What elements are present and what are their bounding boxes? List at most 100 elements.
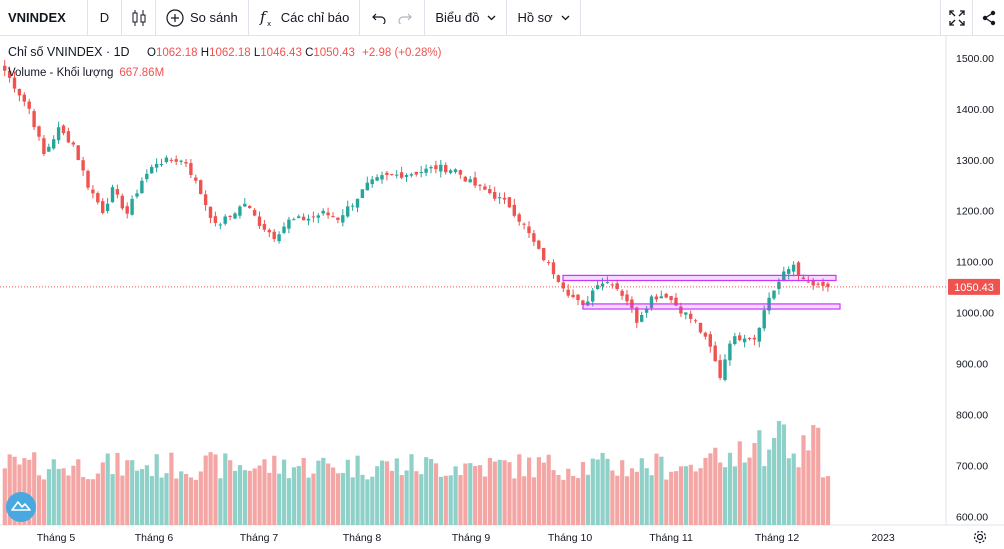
chart-menu-button[interactable]: Biểu đồ bbox=[425, 0, 508, 36]
time-tick-label: Tháng 6 bbox=[135, 532, 174, 544]
undo-icon[interactable] bbox=[372, 12, 386, 24]
candle-body bbox=[101, 201, 105, 214]
price-tick-label: 1100.00 bbox=[956, 257, 993, 269]
volume-bar bbox=[228, 460, 233, 525]
volume-bar bbox=[566, 468, 571, 525]
volume-bar bbox=[120, 475, 125, 525]
mountain-logo-icon bbox=[11, 498, 31, 517]
interval-button[interactable]: D bbox=[88, 0, 122, 36]
volume-bar bbox=[203, 455, 208, 525]
candle-body bbox=[86, 170, 90, 188]
volume-bar bbox=[727, 452, 733, 525]
volume-bar bbox=[105, 453, 110, 525]
high-value: 1062.18 bbox=[209, 47, 251, 59]
candlestick-chart[interactable]: 1500.00 1400.00 1300.00 1200.00 1100.00 1000.… bbox=[0, 36, 1004, 549]
candle-body bbox=[679, 306, 683, 314]
candlestick-type-button[interactable] bbox=[122, 0, 156, 36]
volume-bar bbox=[551, 470, 556, 525]
brand-logo[interactable] bbox=[6, 492, 36, 522]
volume-bar bbox=[478, 465, 483, 525]
volume-bar bbox=[350, 477, 355, 525]
candle-body bbox=[556, 275, 561, 282]
candle-body bbox=[125, 206, 129, 214]
volume-bar bbox=[61, 468, 66, 525]
support-resistance-zone bbox=[562, 274, 837, 282]
symbol-search[interactable]: VNINDEX bbox=[0, 0, 88, 36]
time-tick-label: Tháng 9 bbox=[452, 532, 491, 544]
volume-bar bbox=[688, 464, 693, 525]
candle-body bbox=[321, 210, 325, 214]
volume-bar bbox=[262, 459, 267, 525]
volume-bar bbox=[438, 476, 443, 525]
volume-bar bbox=[193, 479, 198, 525]
low-value: 1046.43 bbox=[260, 47, 302, 59]
candle-body bbox=[424, 168, 428, 173]
candle-body bbox=[757, 327, 761, 342]
profile-menu-button[interactable]: Hồ sơ bbox=[507, 0, 581, 36]
candle-body bbox=[591, 290, 595, 302]
candle-body bbox=[71, 142, 75, 145]
volume-bar bbox=[32, 452, 37, 525]
candle-body bbox=[458, 170, 463, 175]
volume-bar bbox=[286, 478, 292, 525]
candle-body bbox=[105, 203, 110, 212]
close-value: 1050.43 bbox=[313, 47, 355, 59]
candle-body bbox=[654, 296, 659, 300]
volume-bar bbox=[409, 454, 414, 525]
candle-body bbox=[453, 169, 458, 173]
redo-icon[interactable] bbox=[398, 12, 413, 24]
volume-bar bbox=[433, 463, 439, 525]
volume-bar bbox=[2, 468, 7, 525]
volume-bar bbox=[340, 473, 345, 525]
volume-bar bbox=[595, 459, 600, 525]
low-key: L bbox=[253, 47, 261, 59]
candle-body bbox=[385, 172, 389, 175]
candle-body bbox=[772, 290, 776, 299]
volume-bar bbox=[71, 465, 76, 525]
volume-bar bbox=[664, 479, 669, 525]
volume-bar bbox=[747, 457, 752, 525]
candle-body bbox=[267, 229, 271, 233]
volume-bar bbox=[678, 466, 684, 525]
candle-body bbox=[507, 197, 512, 208]
share-button[interactable] bbox=[972, 0, 1004, 36]
chevron-down-icon bbox=[487, 15, 496, 21]
volume-bar bbox=[326, 463, 331, 525]
volume-bar bbox=[51, 459, 56, 525]
volume-bar bbox=[458, 475, 463, 525]
candle-body bbox=[689, 313, 693, 319]
volume-bar bbox=[257, 465, 262, 525]
fullscreen-button[interactable] bbox=[940, 0, 972, 36]
candle-body bbox=[326, 212, 330, 216]
candle-body bbox=[493, 192, 497, 199]
volume-bar bbox=[384, 461, 390, 525]
chart-settings-button[interactable] bbox=[972, 529, 988, 545]
candle-body bbox=[399, 172, 404, 178]
candle-body bbox=[272, 231, 276, 240]
volume-bar bbox=[174, 478, 179, 525]
volume-bar bbox=[718, 462, 723, 525]
candle-body bbox=[816, 283, 820, 285]
compare-button[interactable]: So sánh bbox=[156, 0, 249, 36]
volume-bar bbox=[424, 457, 429, 525]
volume-bar bbox=[556, 474, 561, 525]
candle-body bbox=[174, 159, 178, 162]
time-tick-label: 2023 bbox=[871, 532, 895, 544]
volume-bar bbox=[453, 466, 458, 525]
zones-layer bbox=[562, 274, 841, 310]
candle-body bbox=[390, 173, 394, 175]
volume-bar bbox=[600, 452, 605, 525]
volume-bar bbox=[81, 477, 86, 525]
volume-bar bbox=[796, 467, 801, 525]
candle-body bbox=[66, 131, 71, 143]
candle-body bbox=[252, 209, 257, 216]
volume-bar bbox=[615, 475, 620, 525]
volume-bar bbox=[188, 477, 194, 525]
volume-bar bbox=[291, 467, 296, 525]
share-icon bbox=[981, 10, 997, 26]
candle-body bbox=[12, 77, 17, 89]
volume-value: 667.86M bbox=[119, 67, 165, 79]
legend-title: Chỉ số VNINDEX · 1D bbox=[8, 45, 130, 59]
candle-body bbox=[287, 219, 291, 229]
